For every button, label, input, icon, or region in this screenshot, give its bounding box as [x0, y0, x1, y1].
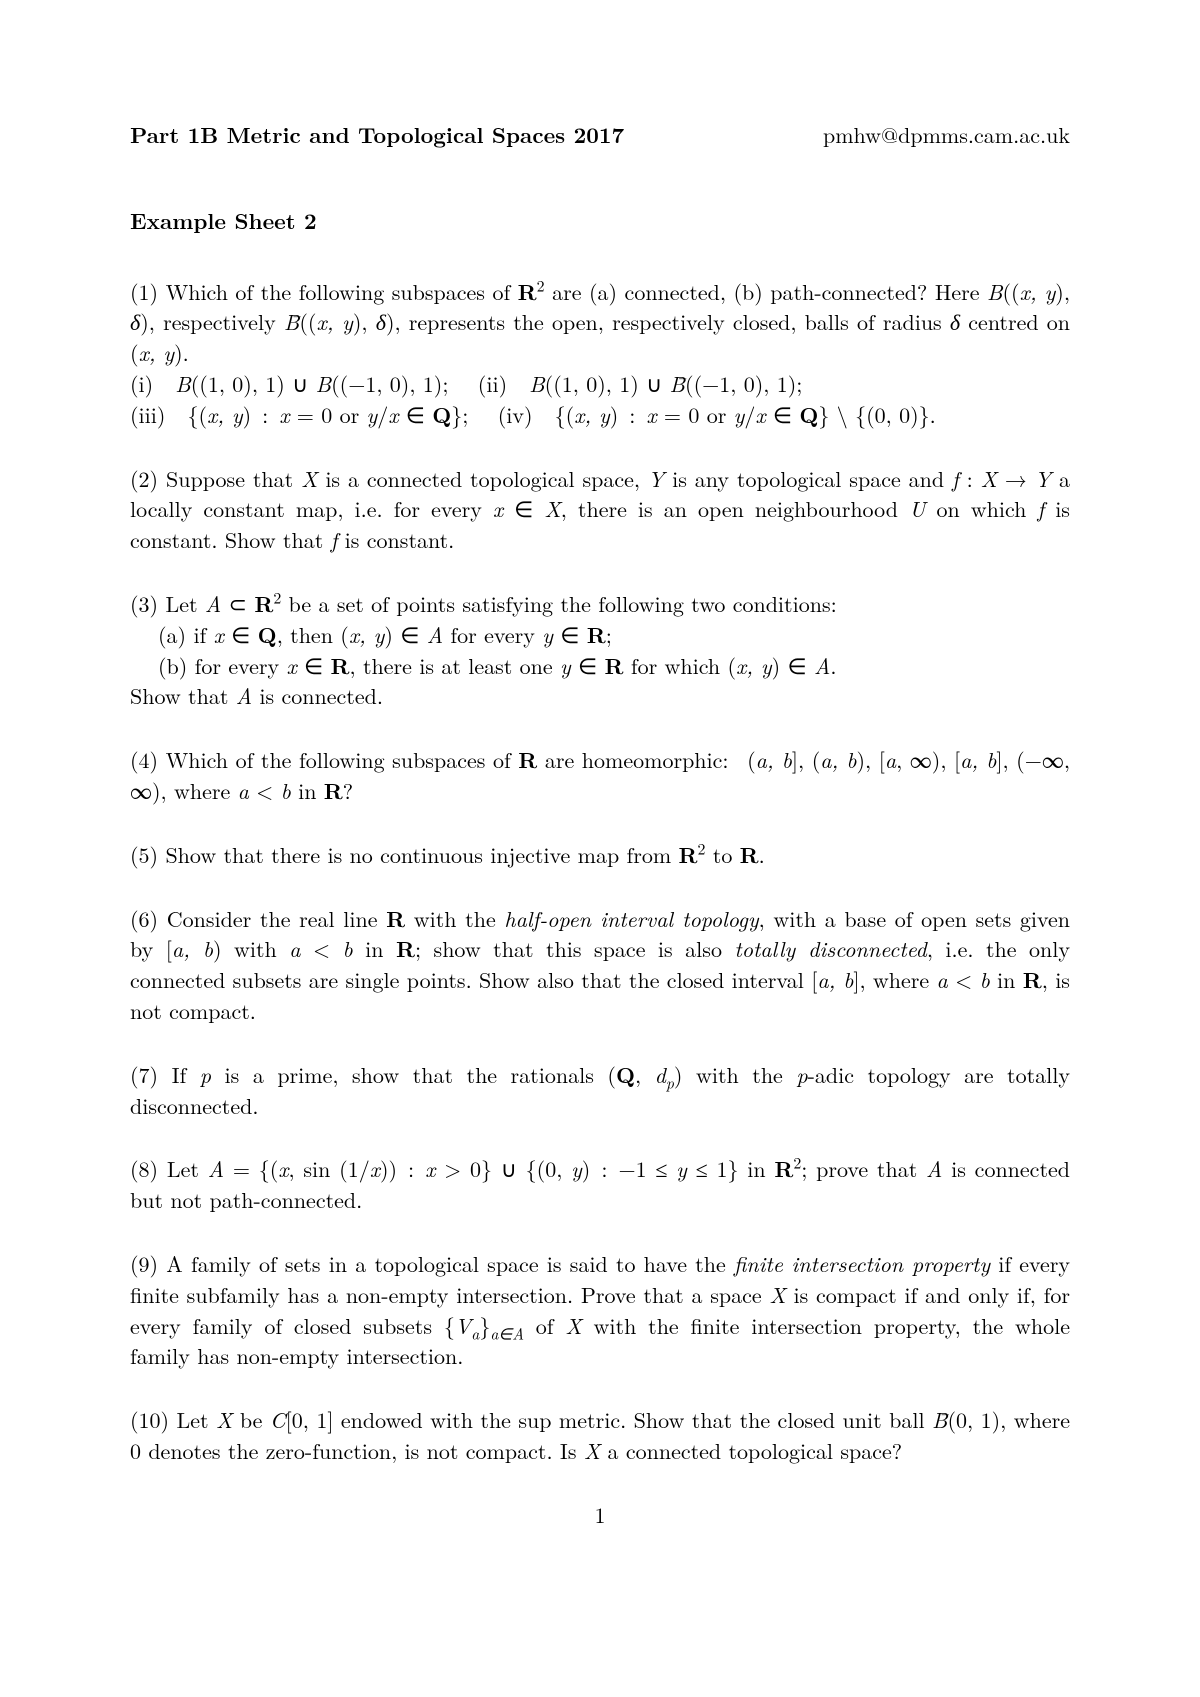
symbol-R: R: [518, 276, 537, 307]
contact-email: pmhw@dpmms.cam.ac.uk: [823, 120, 1070, 151]
course-title: Part 1B Metric and Topological Spaces 20…: [130, 120, 624, 151]
p1-line2b: ((: [1002, 276, 1019, 307]
problem-2: (2) Suppose that X is a connected topolo…: [130, 464, 1070, 556]
p1-line2: B: [987, 276, 1003, 307]
problem-6: (6) Consider the real line R with the ha…: [130, 904, 1070, 1027]
sup-2: 2: [537, 273, 545, 296]
p1-parts-i-ii: (i) B((1, 0), 1) ∪ B((−1, 0), 1); (ii) B…: [130, 368, 802, 399]
problem-3: (3) Let A ⊂ R2 be a set of points satisf…: [130, 589, 1070, 712]
p3-b: (b) for every x ∈ R, there is at least o…: [130, 650, 836, 681]
page-number: 1: [130, 1500, 1070, 1531]
sheet-title: Example Sheet 2: [130, 206, 1070, 237]
p1-parts-iii-iv: (iii) {(x, y) : x = 0 or y/x ∈ Q}; (iv) …: [130, 399, 936, 430]
problem-8: (8) Let A = {(x, sin (1/x)) : x > 0} ∪ {…: [130, 1154, 1070, 1216]
problem-1: (1) Which of the following subspaces of …: [130, 277, 1070, 431]
problem-7: (7) If p is a prime, show that the ratio…: [130, 1060, 1070, 1122]
header: Part 1B Metric and Topological Spaces 20…: [130, 120, 1070, 151]
p3-a: (a) if x ∈ Q, then (x, y) ∈ A for every …: [130, 619, 612, 650]
problem-9: (9) A family of sets in a topological sp…: [130, 1249, 1070, 1372]
problem-4: (4) Which of the following subspaces of …: [130, 745, 1070, 807]
p1-intro-b: are (a) connected, (b) path-connected? H…: [545, 276, 987, 307]
problem-10: (10) Let X be C[0, 1] endowed with the s…: [130, 1405, 1070, 1467]
problem-5: (5) Show that there is no continuous inj…: [130, 840, 1070, 871]
p1-intro-a: (1) Which of the following subspaces of: [130, 276, 518, 307]
